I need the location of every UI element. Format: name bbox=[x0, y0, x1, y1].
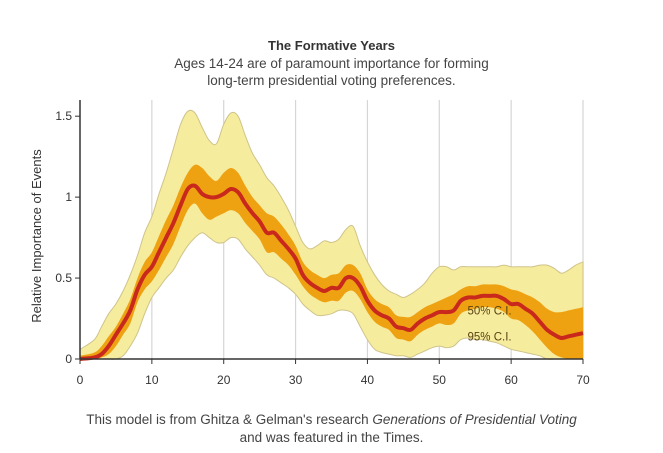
x-tick-label-20: 20 bbox=[217, 373, 231, 387]
caption-line2: and was featured in the Times. bbox=[239, 430, 424, 445]
x-tick-label-30: 30 bbox=[289, 373, 303, 387]
annotations: 50% C.I. 95% C.I. bbox=[468, 305, 512, 343]
y-tick-label-0: 0 bbox=[65, 352, 72, 366]
x-tick-label-40: 40 bbox=[361, 373, 375, 387]
y-tick-label-0.5: 0.5 bbox=[55, 271, 72, 285]
x-tick-label-70: 70 bbox=[576, 373, 590, 387]
y-tick-label-1: 1 bbox=[65, 190, 72, 204]
median-line bbox=[79, 183, 584, 361]
y-tick-label-1.5: 1.5 bbox=[55, 109, 72, 123]
y-tick-labels: 0 0.5 1 1.5 bbox=[55, 109, 80, 366]
y-axis-label: Relative Importance of Events bbox=[29, 149, 44, 323]
ci50-band bbox=[80, 164, 583, 360]
annotation-0: 50% C.I. bbox=[468, 305, 512, 317]
caption-line1: This model is from Ghitza & Gelman's res… bbox=[0, 412, 663, 427]
x-tick-label-10: 10 bbox=[145, 373, 159, 387]
ci95-band bbox=[79, 109, 584, 360]
x-tick-label-50: 50 bbox=[433, 373, 447, 387]
caption-prefix: This model is from Ghitza & Gelman's res… bbox=[86, 412, 373, 427]
x-tick-labels: 0 10 20 30 40 50 60 70 bbox=[77, 359, 590, 387]
chart-subtitle-line2: long-term presidential voting preference… bbox=[207, 73, 456, 88]
chart-title: The Formative Years bbox=[268, 38, 395, 53]
annotation-1: 95% C.I. bbox=[468, 331, 512, 343]
x-tick-label-60: 60 bbox=[504, 373, 518, 387]
x-tick-label-0: 0 bbox=[77, 373, 84, 387]
caption-book-title: Generations of Presidential Voting bbox=[372, 412, 577, 427]
chart-subtitle-line1: Ages 14-24 are of paramount importance f… bbox=[174, 56, 489, 71]
